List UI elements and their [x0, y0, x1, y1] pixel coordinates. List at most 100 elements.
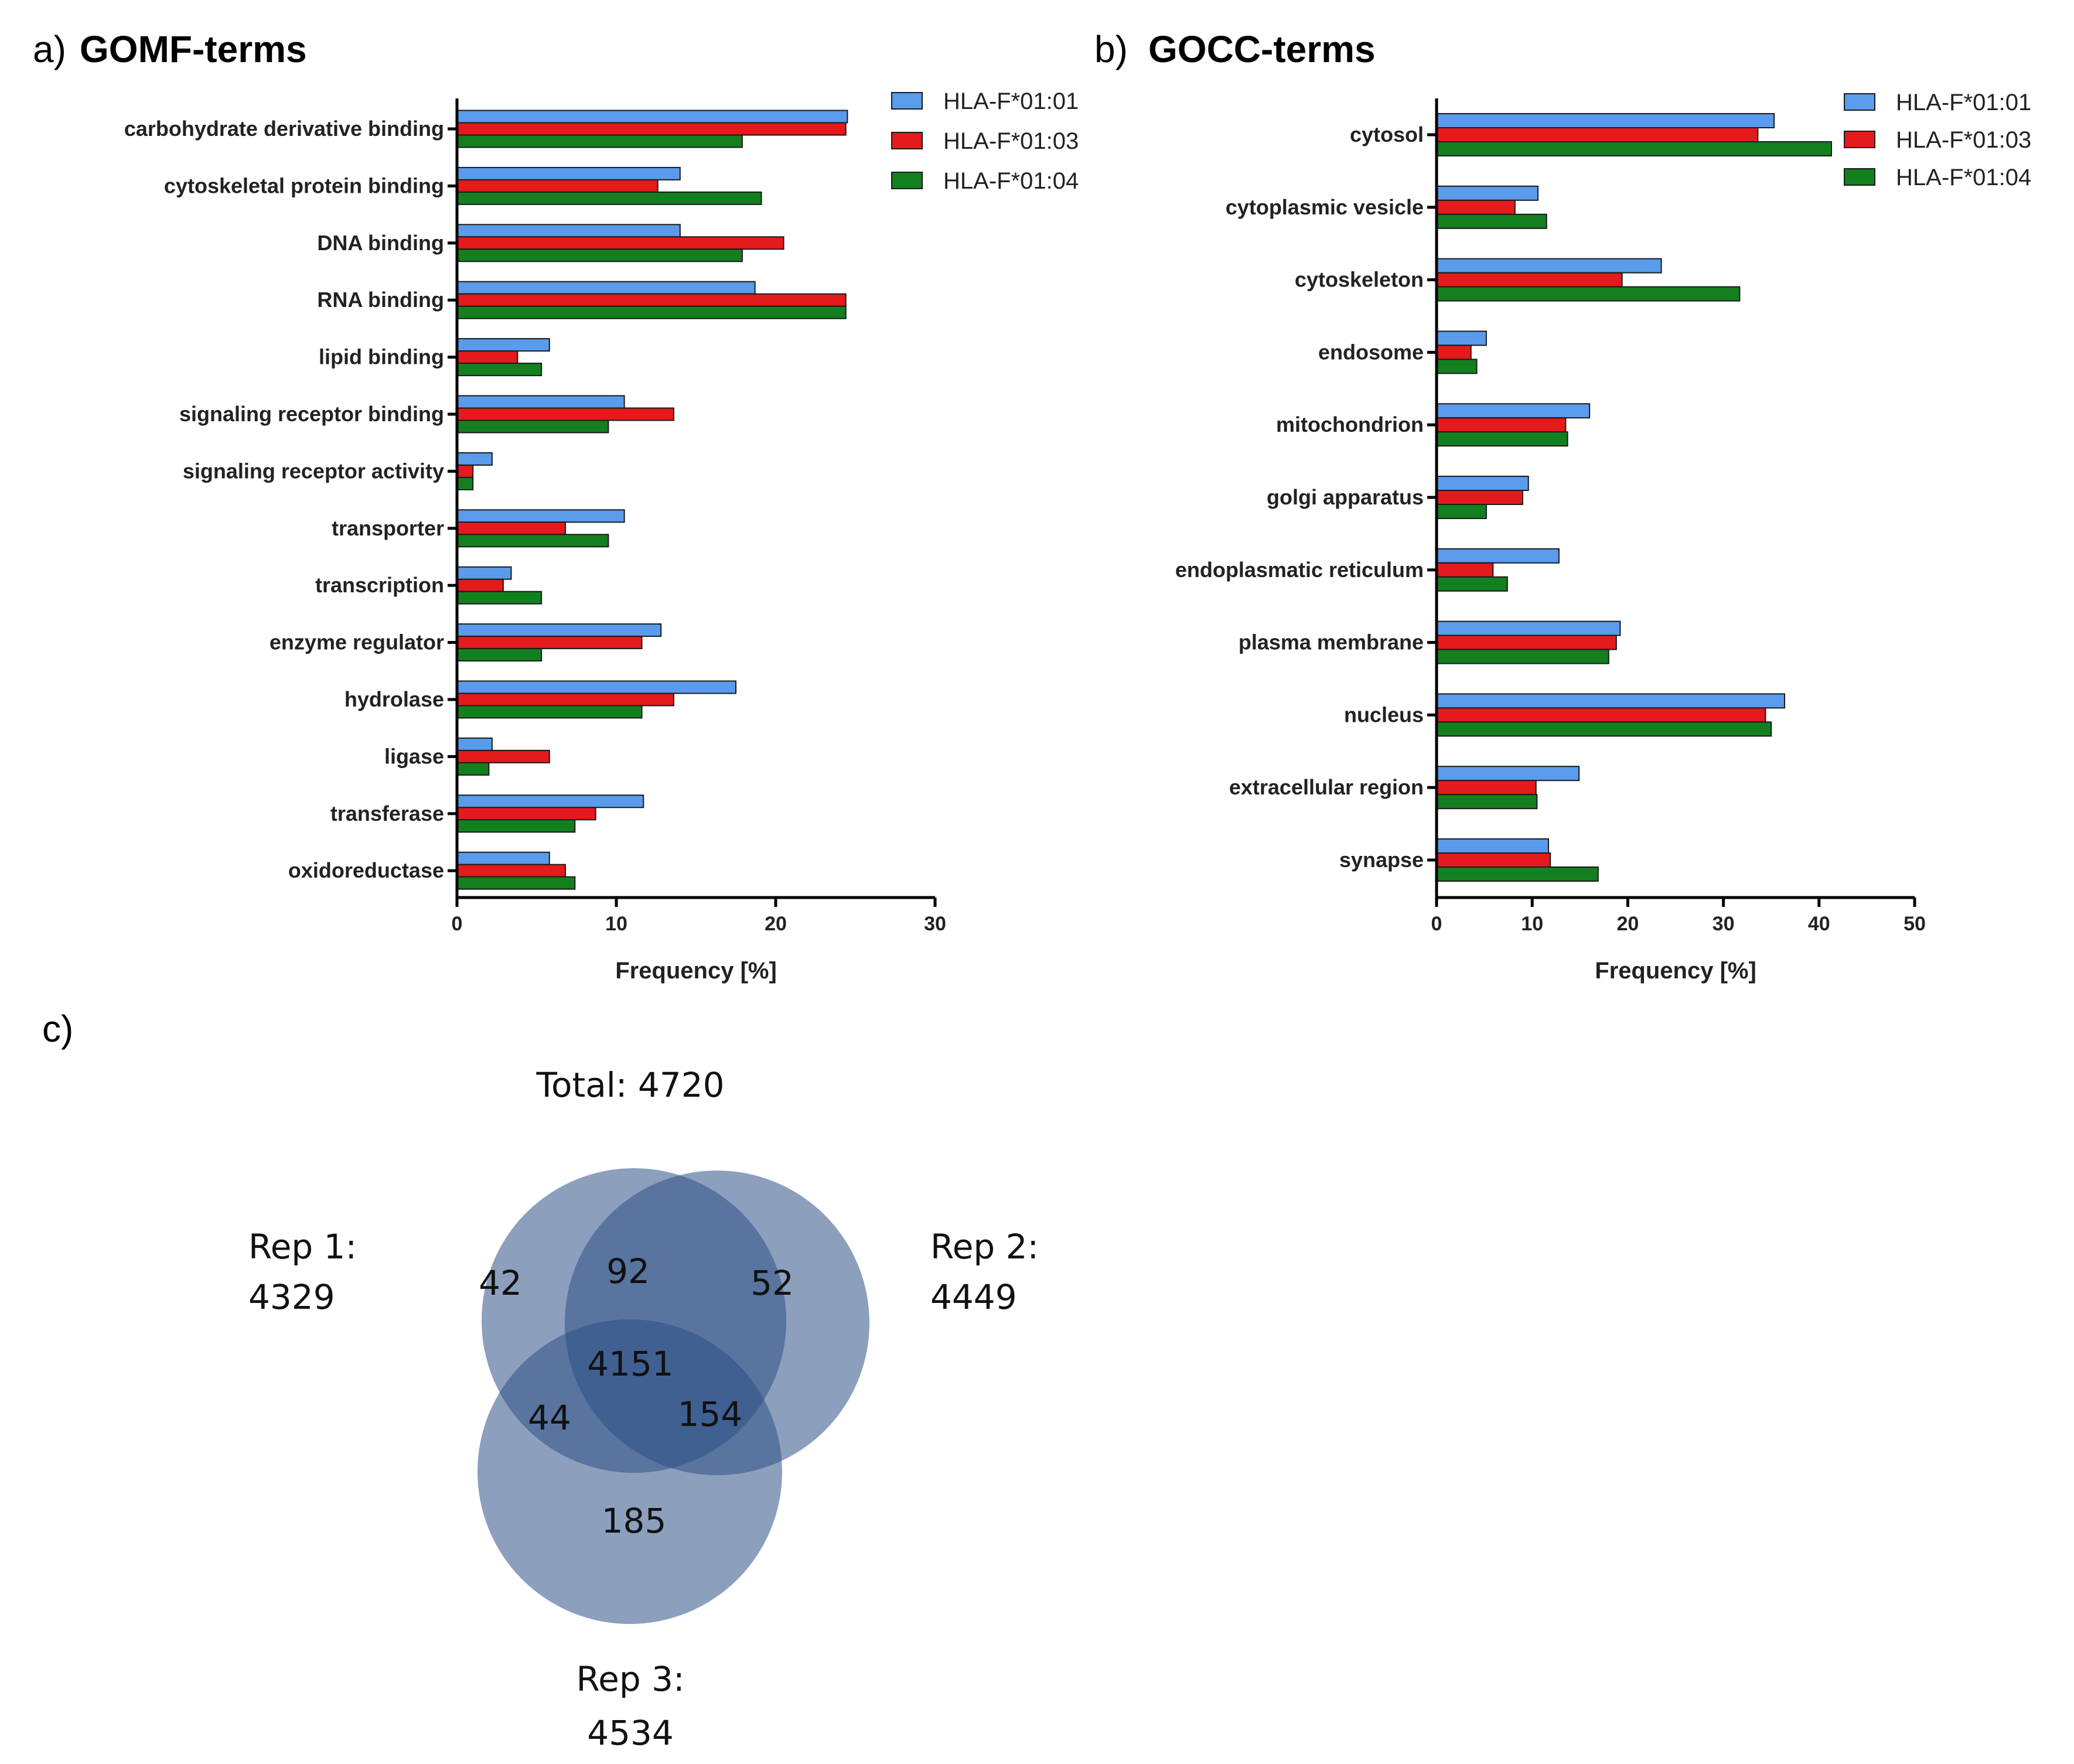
venn-only-rep2: 52 — [751, 1263, 794, 1303]
gomf-bar — [456, 452, 493, 466]
category-label: hydrolase — [344, 687, 444, 711]
gomf-bar — [456, 134, 743, 148]
gocc-bar — [1436, 504, 1487, 519]
venn-label-rep1-count: 4329 — [248, 1277, 335, 1317]
venn-only-rep1: 42 — [479, 1263, 522, 1303]
gomf-bar — [456, 293, 847, 307]
legend-swatch — [1844, 168, 1875, 186]
category-label: nucleus — [1344, 702, 1424, 726]
category-label: cytoplasmic vesicle — [1226, 195, 1424, 219]
x-tick-label: 10 — [605, 913, 627, 935]
gomf-bar — [456, 591, 543, 605]
category-label: extracellular region — [1229, 775, 1424, 799]
gocc-bar — [1436, 213, 1547, 229]
gomf-bar — [456, 363, 543, 377]
gomf-bar — [456, 705, 643, 719]
category-label: synapse — [1339, 848, 1424, 872]
gocc-bar — [1436, 199, 1516, 215]
category-label: oxidoreductase — [288, 858, 444, 882]
category-label: RNA binding — [317, 288, 444, 312]
gocc-bar — [1436, 852, 1551, 868]
gomf-bar — [456, 876, 576, 890]
category-label: ligase — [384, 744, 444, 768]
gomf-bar — [456, 636, 643, 650]
gomf-bar — [456, 395, 625, 409]
venn-diagram: 42 92 52 4151 44 154 185 — [477, 1168, 869, 1624]
gomf-bar — [456, 509, 625, 523]
venn-only-rep3: 185 — [602, 1501, 667, 1541]
gomf-bar — [456, 338, 550, 352]
legend-label: HLA-F*01:01 — [943, 88, 1079, 114]
gomf-bar — [456, 224, 681, 238]
gocc-chart: cytosol cytoplasmic vesicle cytoskeleton en… — [1175, 90, 2031, 984]
gomf-bar — [456, 864, 566, 878]
gomf-bar — [456, 350, 518, 364]
gocc-bar — [1436, 838, 1549, 854]
x-tick-label: 30 — [1713, 913, 1735, 935]
x-axis-title: Frequency [%] — [1595, 958, 1756, 984]
gocc-bar — [1436, 185, 1539, 201]
venn-label-rep1-name: Rep 1: — [248, 1227, 357, 1267]
gocc-bar — [1436, 649, 1609, 664]
category-label: mitochondrion — [1276, 412, 1424, 436]
gomf-bar — [456, 762, 490, 776]
gomf-bar — [456, 807, 596, 821]
gocc-bar — [1436, 548, 1560, 564]
gocc-bar — [1436, 113, 1775, 128]
gocc-bar — [1436, 272, 1623, 288]
category-label: cytosol — [1350, 122, 1424, 146]
gocc-bar — [1436, 576, 1508, 592]
category-label: endosome — [1318, 340, 1424, 364]
category-label: cytoskeletal protein binding — [164, 173, 444, 197]
gocc-bar — [1436, 766, 1580, 782]
venn-circle-rep3 — [477, 1319, 782, 1624]
category-label: golgi apparatus — [1267, 485, 1424, 509]
gocc-bar — [1436, 258, 1662, 274]
legend-label: HLA-F*01:03 — [1896, 127, 2031, 153]
gomf-bar — [456, 648, 543, 662]
category-label: signaling receptor activity — [183, 459, 444, 483]
gocc-bar — [1436, 780, 1537, 796]
panel-b-title: GOCC-terms — [1148, 28, 1376, 70]
gocc-bar — [1436, 693, 1786, 709]
panel-b-label: b) — [1094, 28, 1128, 70]
x-tick-label: 0 — [452, 913, 463, 935]
x-tick-label: 0 — [1431, 913, 1442, 935]
legend-swatch — [891, 132, 923, 149]
x-tick-label: 10 — [1521, 913, 1543, 935]
category-label: enzyme regulator — [270, 630, 444, 654]
gomf-bar — [456, 566, 512, 580]
legend-swatch — [1844, 93, 1875, 111]
gomf-bar — [456, 623, 662, 637]
gocc-bar — [1436, 403, 1591, 419]
panel-a-label: a) — [33, 28, 66, 70]
gocc-bar — [1436, 141, 1833, 156]
panel-a-title: GOMF-terms — [80, 28, 307, 70]
gomf-bar — [456, 179, 659, 193]
venn-label-rep3-name: Rep 3: — [576, 1659, 684, 1699]
x-axis-title: Frequency [%] — [615, 958, 777, 984]
gocc-bar — [1436, 330, 1487, 346]
category-label: transporter — [332, 516, 444, 540]
gocc-bar — [1436, 476, 1529, 491]
gomf-bar — [456, 236, 784, 250]
gomf-bar — [456, 407, 674, 421]
category-label: lipid binding — [319, 345, 444, 369]
venn-label-rep3-count: 4534 — [587, 1713, 674, 1753]
venn-rep1-rep3: 44 — [528, 1398, 571, 1438]
category-label: endoplasmatic reticulum — [1175, 558, 1424, 582]
gomf-bar — [456, 737, 493, 751]
gocc-bar — [1436, 721, 1772, 737]
gocc-bar — [1436, 707, 1766, 723]
gomf-bar — [456, 819, 576, 833]
legend-swatch — [891, 92, 923, 110]
category-label: signaling receptor binding — [179, 402, 444, 426]
x-tick-label: 20 — [765, 913, 787, 935]
gomf-bar — [456, 476, 474, 490]
gomf-bar — [456, 692, 674, 707]
gocc-bar — [1436, 794, 1538, 810]
venn-label-rep2-count: 4449 — [930, 1277, 1017, 1317]
gocc-bar — [1436, 359, 1478, 374]
x-tick-label: 30 — [924, 913, 946, 935]
